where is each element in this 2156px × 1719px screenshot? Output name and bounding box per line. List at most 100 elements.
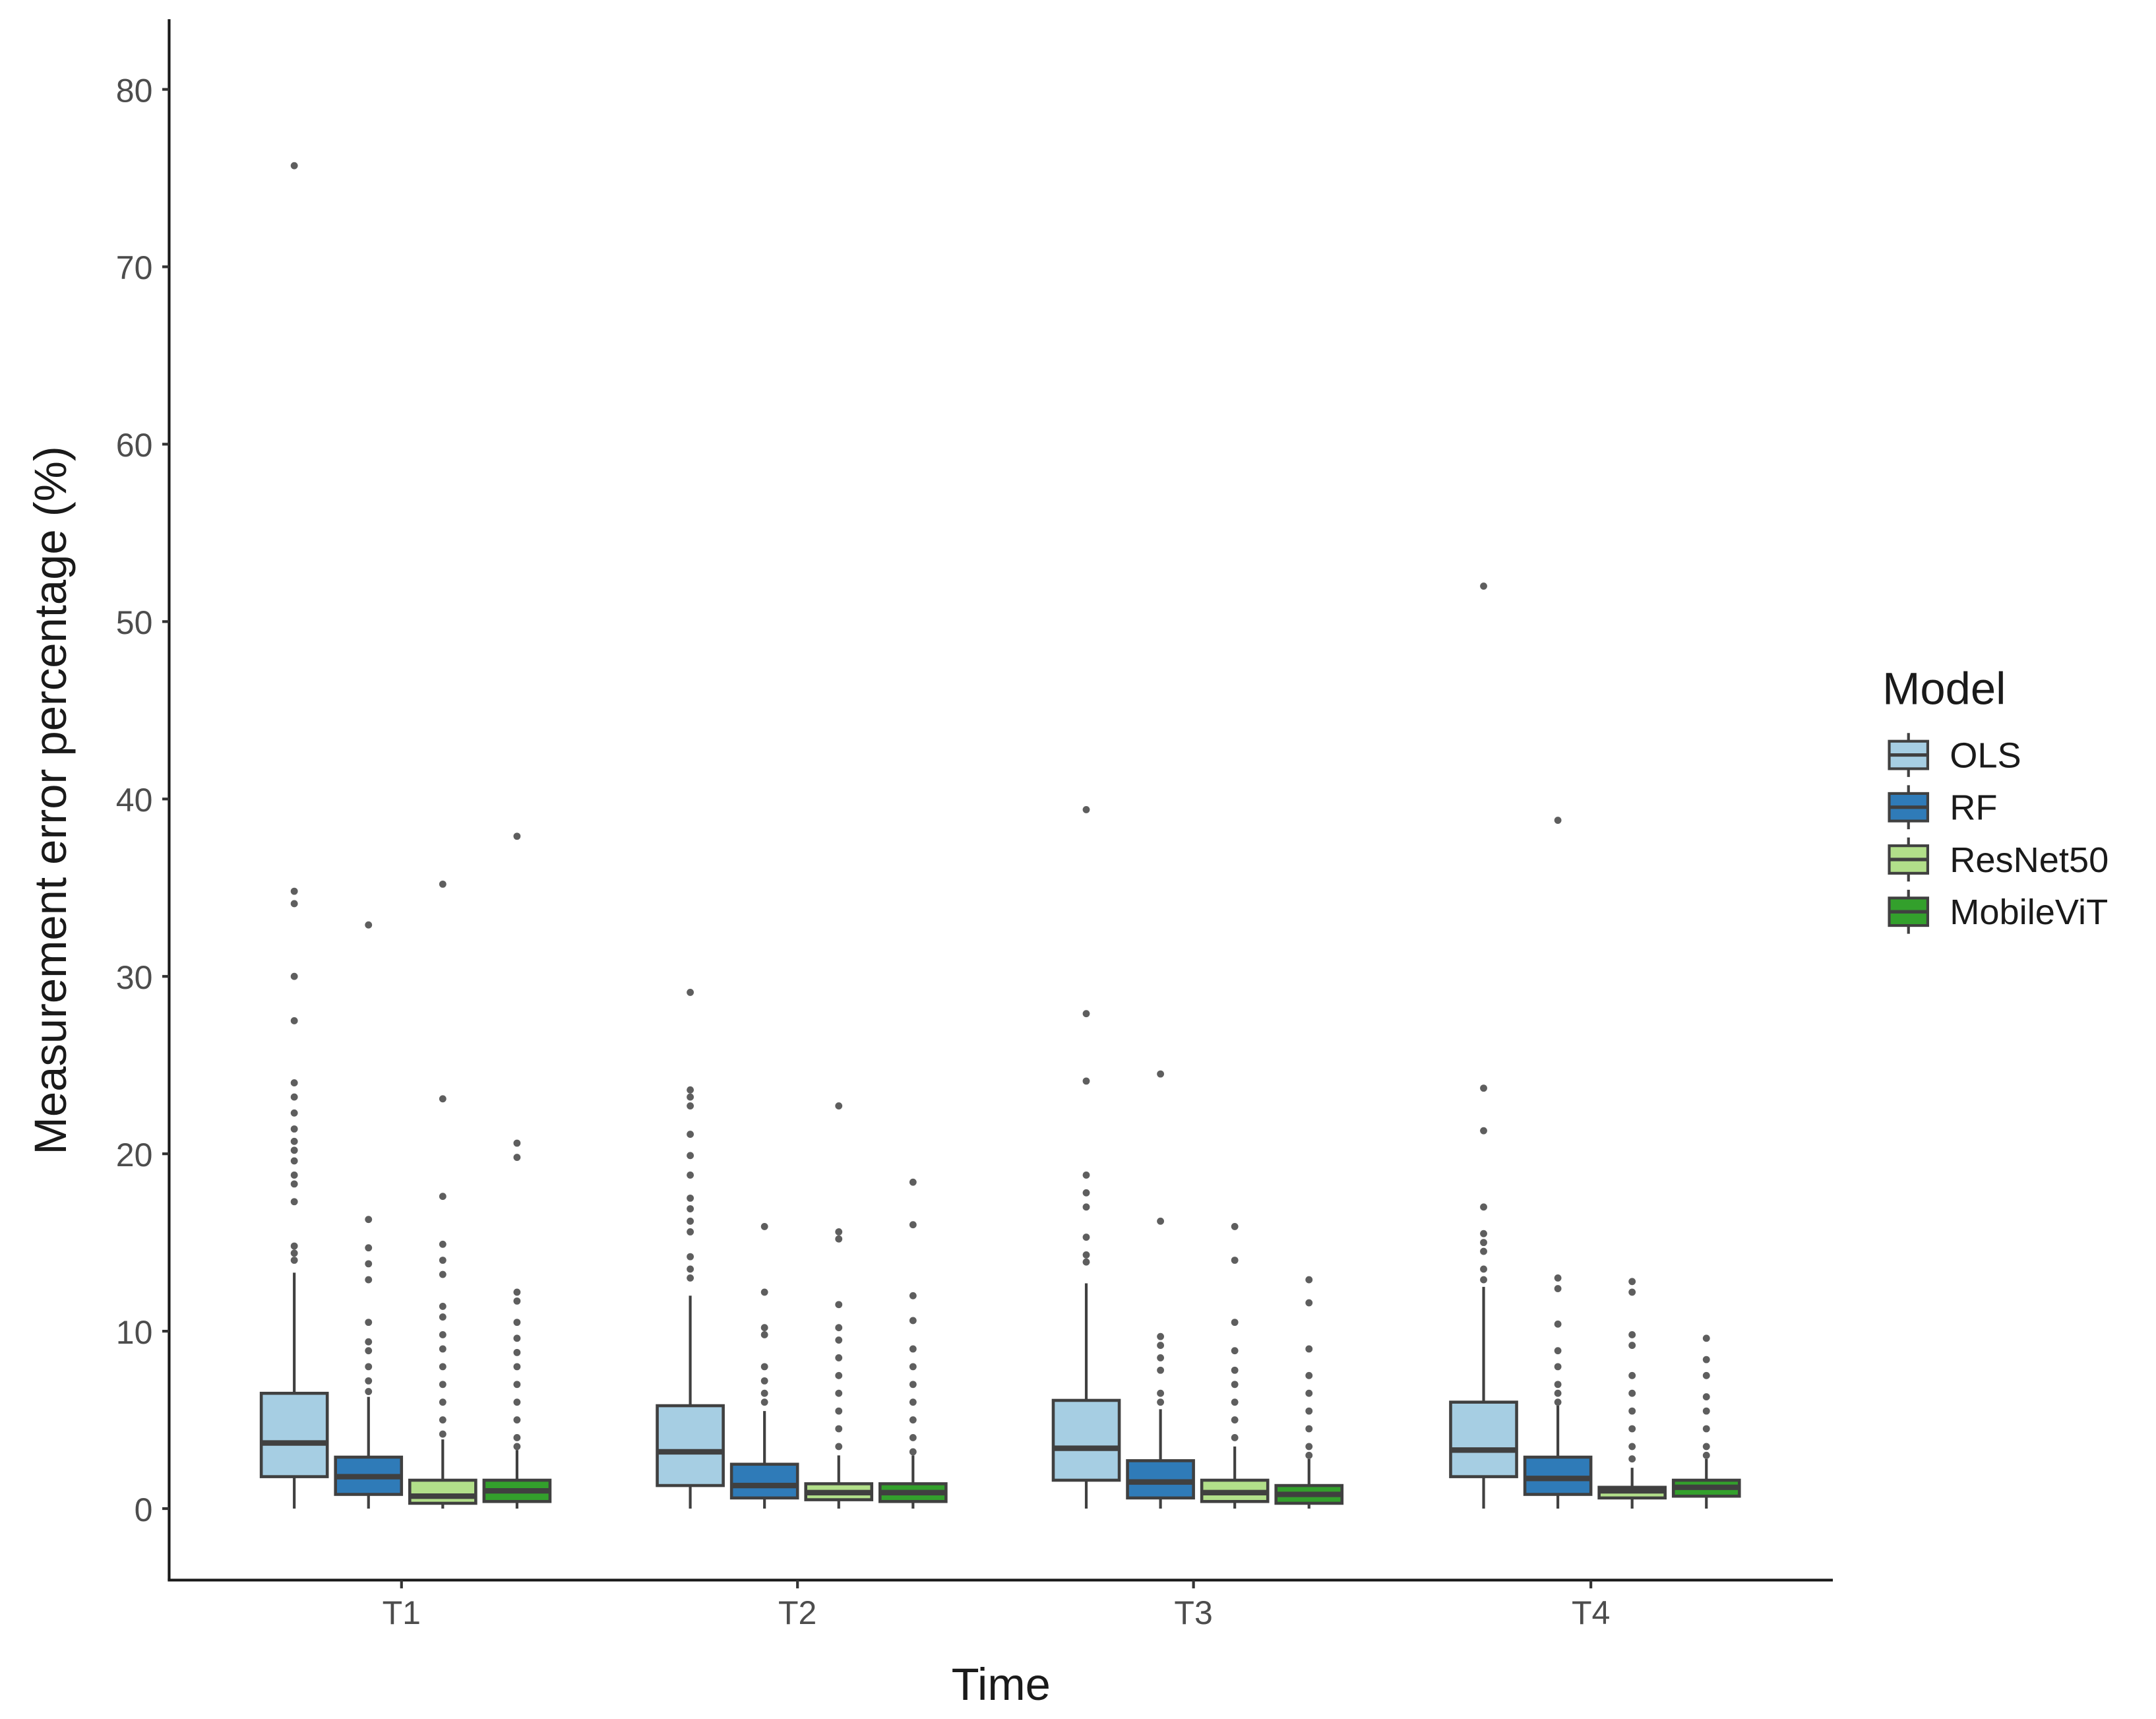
outlier-point (513, 1288, 521, 1296)
outlier-point (290, 1180, 298, 1188)
outlier-point (687, 1274, 694, 1282)
y-tick-label: 70 (116, 249, 153, 286)
outlier-point (1480, 1203, 1487, 1211)
outlier-point (1554, 1381, 1562, 1389)
outlier-point (687, 1102, 694, 1110)
box-resnet50-t2 (804, 1102, 874, 1509)
outlier-point (1157, 1354, 1165, 1361)
outlier-point (909, 1292, 917, 1299)
outlier-point (1082, 1251, 1090, 1259)
outlier-point (1231, 1381, 1239, 1389)
outlier-point (835, 1102, 843, 1110)
y-tick-label: 80 (116, 72, 153, 109)
outlier-point (687, 1171, 694, 1179)
outlier-point (513, 1297, 521, 1305)
legend-item-ols: OLS (1888, 733, 2021, 777)
outlier-point (1480, 582, 1487, 590)
y-tick-label: 0 (135, 1491, 153, 1528)
outlier-point (909, 1416, 917, 1423)
outlier-point (1628, 1443, 1636, 1451)
outlier-point (1082, 1010, 1090, 1018)
x-tick-label: T1 (383, 1594, 421, 1631)
y-axis-title: Measurement error percentage (%) (25, 446, 76, 1154)
outlier-point (687, 1093, 694, 1101)
outlier-point (365, 1244, 373, 1252)
outlier-point (365, 1388, 373, 1395)
outlier-point (1157, 1389, 1165, 1397)
legend-label: ResNet50 (1950, 840, 2109, 880)
outlier-point (290, 1125, 298, 1133)
x-axis-title: Time (952, 1659, 1051, 1710)
outlier-point (1305, 1443, 1313, 1451)
outlier-point (1702, 1425, 1710, 1433)
outlier-point (439, 1416, 447, 1423)
outlier-point (760, 1363, 768, 1371)
outlier-point (1702, 1393, 1710, 1401)
box-rf-t3 (1126, 1070, 1195, 1509)
outlier-point (687, 1152, 694, 1160)
outlier-point (835, 1228, 843, 1235)
outlier-point (439, 880, 447, 888)
legend-label: RF (1950, 788, 1997, 828)
outlier-point (513, 1348, 521, 1356)
outlier-point (1082, 1258, 1090, 1266)
outlier-point (290, 1249, 298, 1257)
outlier-point (1305, 1451, 1313, 1459)
outlier-point (835, 1371, 843, 1379)
outlier-point (1231, 1222, 1239, 1230)
outlier-point (1305, 1425, 1313, 1433)
outlier-point (290, 1093, 298, 1101)
outlier-point (1231, 1398, 1239, 1406)
outlier-point (513, 1154, 521, 1161)
outlier-point (365, 921, 373, 929)
outlier-point (835, 1443, 843, 1451)
box-iqr (259, 1391, 329, 1478)
outlier-point (290, 1017, 298, 1024)
outlier-point (1628, 1288, 1636, 1296)
outlier-point (290, 1109, 298, 1117)
outlier-point (687, 988, 694, 996)
legend-label: OLS (1950, 735, 2021, 775)
outlier-point (1702, 1334, 1710, 1342)
box-mobilevit-t2 (878, 1178, 948, 1509)
outlier-point (1082, 1189, 1090, 1197)
outlier-point (1082, 1234, 1090, 1241)
box-rf-t1 (334, 921, 404, 1509)
outlier-point (439, 1430, 447, 1438)
outlier-point (439, 1303, 447, 1310)
outlier-point (1554, 1363, 1562, 1371)
outlier-point (835, 1301, 843, 1309)
y-tick-label: 10 (116, 1314, 153, 1351)
outlier-point (760, 1222, 768, 1230)
outlier-point (439, 1345, 447, 1353)
outlier-point (290, 1198, 298, 1206)
outlier-point (835, 1324, 843, 1332)
outlier-point (835, 1235, 843, 1243)
outlier-point (290, 1257, 298, 1264)
y-tick-label: 30 (116, 959, 153, 996)
outlier-point (1231, 1366, 1239, 1374)
outlier-point (513, 1416, 521, 1423)
outlier-point (760, 1324, 768, 1332)
outlier-point (439, 1398, 447, 1406)
outlier-point (1305, 1276, 1313, 1284)
outlier-point (1305, 1345, 1313, 1353)
outlier-point (1702, 1371, 1710, 1379)
outlier-point (513, 832, 521, 840)
outlier-point (290, 887, 298, 895)
outlier-point (1628, 1407, 1636, 1415)
outlier-point (909, 1434, 917, 1441)
outlier-point (687, 1194, 694, 1202)
outlier-point (687, 1086, 694, 1094)
x-tick-label: T3 (1174, 1594, 1212, 1631)
outlier-point (290, 972, 298, 980)
box-iqr (408, 1478, 477, 1505)
box-iqr (729, 1462, 799, 1500)
outlier-point (1628, 1342, 1636, 1350)
outlier-point (1480, 1247, 1487, 1255)
outlier-point (1480, 1239, 1487, 1247)
outlier-point (687, 1131, 694, 1138)
box-iqr (1449, 1400, 1518, 1478)
outlier-point (513, 1443, 521, 1451)
y-tick-label: 40 (116, 782, 153, 819)
